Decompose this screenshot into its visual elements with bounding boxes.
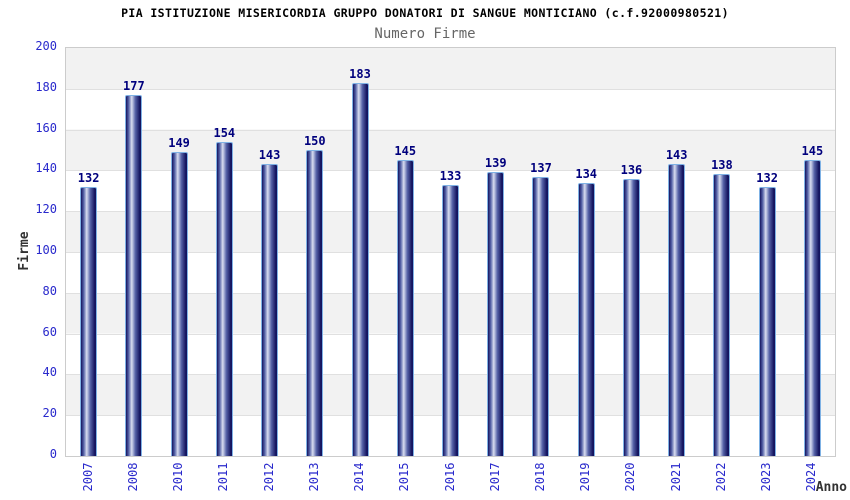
x-axis-title: Anno <box>815 480 847 495</box>
x-tick-label: 2014 <box>352 462 367 492</box>
bar-2017 <box>487 172 505 456</box>
x-tick-label: 2012 <box>261 462 276 492</box>
x-tick-label: 2020 <box>623 462 638 492</box>
x-tick-label: 2016 <box>442 462 457 492</box>
bar-value-label: 183 <box>349 66 371 81</box>
bar-2016 <box>442 184 459 456</box>
bar-value-label: 145 <box>801 144 824 159</box>
y-tick-label: 120 <box>35 202 57 217</box>
bar-value-label: 150 <box>303 134 326 148</box>
bar-value-label: 145 <box>394 144 417 159</box>
x-tick-label: 2019 <box>578 462 593 492</box>
y-tick-label: 100 <box>35 243 57 257</box>
bar-value-label: 137 <box>530 160 552 175</box>
x-tick-label: 2010 <box>171 462 186 492</box>
bar-2010 <box>170 152 188 456</box>
bar-value-label: 133 <box>439 168 462 183</box>
bar-2013 <box>306 150 324 456</box>
x-tick-label: 2018 <box>532 462 547 492</box>
chart-title: PIA ISTITUZIONE MISERICORDIA GRUPPO DONA… <box>121 6 729 20</box>
x-tick-label: 2017 <box>487 462 502 492</box>
x-tick-label: 2023 <box>759 462 774 492</box>
y-tick-label: 20 <box>42 406 57 421</box>
bar-value-label: 139 <box>484 156 507 171</box>
x-tick-label: 2008 <box>125 462 140 492</box>
bar-value-label: 136 <box>620 162 643 177</box>
x-tick-label: 2011 <box>216 462 231 492</box>
x-tick-label: 2007 <box>80 462 95 492</box>
bar-2008 <box>125 94 143 456</box>
bar-value-label: 143 <box>258 148 281 163</box>
bar-2024 <box>803 160 821 456</box>
bar-2018 <box>532 176 550 456</box>
x-tick-label: 2013 <box>306 462 321 492</box>
bar-value-label: 143 <box>665 148 688 163</box>
chart-subtitle: Numero Firme <box>374 26 476 42</box>
y-tick-label: 180 <box>35 79 57 94</box>
y-tick-label: 40 <box>42 365 57 380</box>
bar-value-label: 132 <box>756 170 778 185</box>
bar-value-label: 149 <box>168 136 190 151</box>
y-tick-label: 80 <box>42 283 57 298</box>
bar-value-label: 132 <box>77 170 100 185</box>
y-tick-label: 140 <box>35 161 57 176</box>
bar-2011 <box>215 141 233 456</box>
bar-value-label: 154 <box>213 125 236 140</box>
y-tick-label: 200 <box>35 39 57 53</box>
y-tick-label: 160 <box>35 120 57 135</box>
plot-area: 132 177 149 154 143 150 183 145 133 139 137 134 136 1… <box>65 47 836 457</box>
bar-value-label: 134 <box>575 166 598 181</box>
bar-2012 <box>261 164 279 456</box>
bar-2020 <box>622 178 640 456</box>
bar-2015 <box>396 160 414 456</box>
bar-2023 <box>758 186 776 456</box>
bar-2007 <box>80 186 98 456</box>
y-tick-label: 0 <box>49 447 57 461</box>
x-tick-label: 2022 <box>713 462 728 492</box>
bar-2019 <box>577 182 595 456</box>
gridline <box>66 170 835 172</box>
bar-2021 <box>668 164 686 456</box>
gridline <box>66 88 835 90</box>
gridline <box>66 129 835 131</box>
bar-value-label: 138 <box>711 158 733 173</box>
bar-2014 <box>351 82 369 456</box>
x-tick-label: 2021 <box>668 462 683 492</box>
bar-2022 <box>713 174 731 456</box>
y-tick-label: 60 <box>42 324 57 339</box>
x-tick-label: 2015 <box>397 462 412 492</box>
bar-value-label: 177 <box>123 78 145 93</box>
